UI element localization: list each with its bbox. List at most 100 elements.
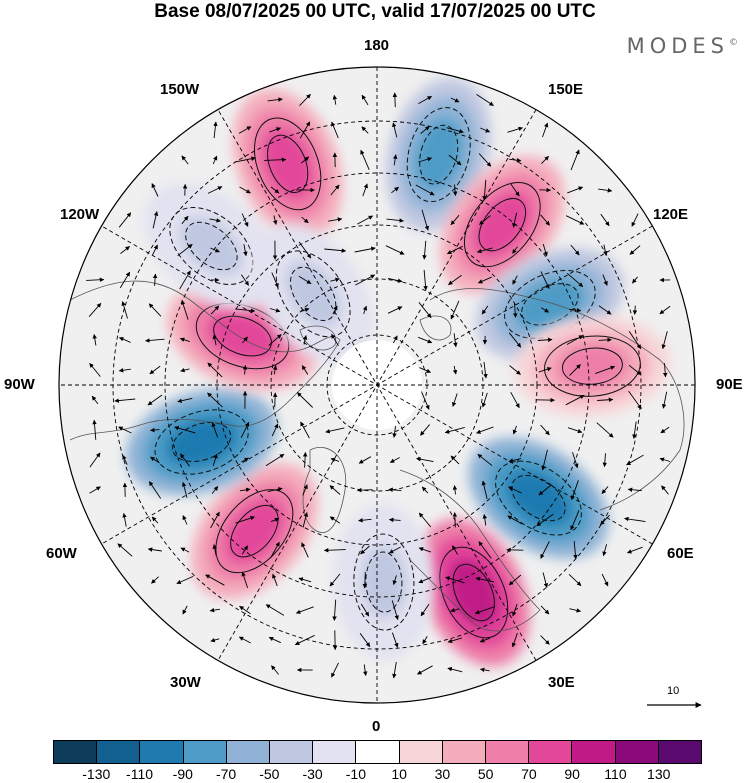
reference-arrow-icon — [647, 702, 702, 708]
polar-map — [58, 66, 696, 704]
colorbar-tick-label: 30 — [434, 766, 451, 782]
colorbar-bin — [615, 741, 659, 763]
wind-arrow — [239, 487, 251, 493]
wind-arrow — [597, 397, 614, 403]
wind-arrow — [264, 157, 287, 162]
wind-arrow — [542, 572, 549, 588]
wind-arrow — [417, 665, 433, 675]
coastline-greenland — [302, 447, 347, 533]
colorbar-ticks: -130 -110 -90 -70 -50 -30 -10 10 30 50 70 90 110 130 — [53, 766, 702, 783]
wind-arrow — [174, 426, 196, 434]
wind-arrow — [445, 576, 465, 584]
wind-arrow — [354, 246, 376, 253]
colorbar-tick-label: 130 — [647, 766, 671, 782]
wind-arrow — [272, 392, 278, 408]
wind-arrow — [598, 188, 613, 193]
colorbar-tick-label: -30 — [302, 766, 323, 782]
wind-arrow — [602, 453, 608, 468]
wind-arrow — [301, 542, 309, 558]
graticule — [59, 67, 695, 703]
anomaly-contour — [254, 117, 322, 211]
wind-arrow — [118, 212, 132, 228]
wind-arrow — [121, 301, 128, 319]
wind-arrow — [476, 94, 494, 106]
wind-arrow — [452, 184, 458, 197]
wind-arrow — [627, 487, 642, 492]
wind-arrow — [448, 274, 462, 286]
wind-arrow — [570, 244, 580, 256]
wind-arrow — [332, 305, 338, 315]
wind-arrow — [210, 511, 220, 529]
wind-arrow — [332, 599, 337, 621]
wind-arrow — [387, 306, 403, 314]
wind-arrow — [600, 514, 610, 526]
wind-arrow — [329, 516, 341, 524]
wind-arrow — [152, 211, 159, 229]
wind-arrow — [329, 485, 341, 495]
colorbar — [53, 740, 702, 764]
wind-arrow — [207, 186, 223, 194]
wind-arrow — [152, 273, 158, 286]
wind-arrow — [446, 127, 464, 134]
wind-arrow — [420, 424, 430, 436]
wind-arrow — [240, 421, 250, 438]
wind-arrow — [474, 606, 495, 615]
wind-arrow — [212, 334, 217, 346]
wind-arrow — [181, 299, 189, 320]
wind-arrow — [418, 547, 432, 553]
wind-arrow — [570, 480, 579, 501]
reference-vector: 10 — [645, 685, 705, 715]
wind-arrow — [391, 632, 399, 648]
wind-arrow — [388, 517, 401, 523]
wind-arrow — [659, 305, 671, 315]
anomaly-contour — [195, 302, 290, 370]
wind-arrow — [242, 364, 248, 375]
wind-arrow — [302, 484, 308, 496]
wind-arrow — [632, 305, 638, 315]
wind-arrow — [302, 451, 308, 468]
wind-arrow — [572, 452, 579, 469]
wind-arrow — [360, 149, 370, 170]
wind-arrow — [209, 218, 221, 223]
colorbar-tick-label: -70 — [215, 766, 237, 782]
wind-arrow — [421, 486, 429, 494]
wind-arrow — [451, 393, 458, 407]
wind-arrow — [330, 184, 340, 196]
anomaly-contour — [452, 563, 495, 622]
colorbar-tick-label: -50 — [259, 766, 280, 782]
coastline-north-america — [69, 280, 341, 441]
anomaly-shade — [361, 546, 406, 619]
wind-arrow — [421, 209, 430, 231]
anomaly-contour — [463, 182, 541, 268]
lon-label-30e: 30E — [548, 674, 575, 691]
wind-arrow — [181, 155, 189, 165]
wind-arrow — [241, 274, 249, 286]
wind-arrow — [300, 421, 310, 439]
wind-arrow — [573, 541, 578, 560]
colorbar-tick-label: 90 — [564, 766, 580, 782]
wind-arrow — [538, 367, 552, 373]
wind-arrow — [419, 367, 432, 373]
colorbar-bin — [572, 741, 616, 763]
wind-arrow — [89, 363, 101, 377]
wind-arrow — [422, 240, 427, 260]
wind-arrow — [540, 541, 550, 559]
wind-arrow — [212, 453, 218, 467]
wind-arrow — [392, 154, 398, 166]
wind-arrow — [629, 245, 641, 255]
wind-arrow — [508, 332, 522, 348]
wind-arrow — [151, 516, 159, 524]
wind-arrow — [152, 244, 158, 256]
negative-anomaly-blob — [468, 437, 609, 559]
wind-arrow — [447, 637, 463, 644]
wind-arrow — [541, 155, 549, 165]
wind-arrow — [242, 336, 248, 344]
wind-arrow — [482, 514, 488, 526]
wind-arrow — [570, 149, 580, 171]
wind-arrow — [150, 456, 160, 464]
colorbar-bin — [486, 741, 530, 763]
wind-arrow — [149, 365, 161, 375]
wind-arrow — [330, 277, 340, 283]
wind-arrow — [210, 247, 220, 253]
anomaly-contour — [478, 198, 527, 252]
